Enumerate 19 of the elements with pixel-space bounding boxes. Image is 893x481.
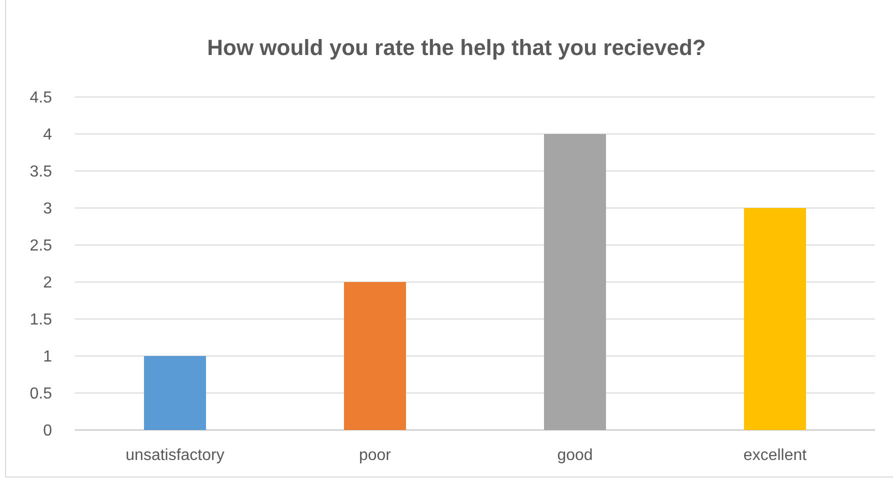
bar: [544, 134, 606, 430]
x-tick-label: poor: [358, 447, 392, 464]
chart-title: How would you rate the help that you recieved?: [207, 35, 706, 60]
y-tick-label: 1.5: [30, 312, 52, 329]
y-tick-label: 1: [43, 348, 52, 366]
y-tick-label: 4.5: [30, 90, 52, 107]
y-tick-label: 0: [43, 422, 52, 440]
y-tick-label: 3: [43, 200, 52, 218]
y-tick-label: 3.5: [30, 164, 52, 181]
x-tick-label: excellent: [743, 447, 808, 464]
y-tick-label: 4: [43, 126, 52, 144]
y-tick-label: 2.5: [30, 238, 52, 255]
y-tick-label: 2: [43, 274, 52, 292]
y-tick-label: 0.5: [30, 386, 52, 403]
x-tick-label: good: [557, 447, 593, 464]
x-tick-label: unsatisfactory: [126, 447, 224, 464]
bar: [144, 356, 206, 430]
bar: [344, 282, 406, 430]
bar: [744, 208, 806, 430]
